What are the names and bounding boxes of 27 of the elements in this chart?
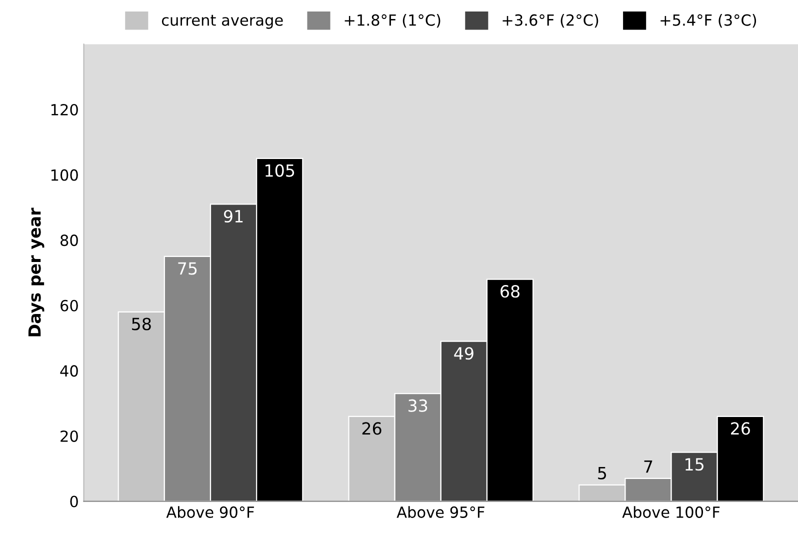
data-label: 49 [454, 347, 474, 360]
data-label: 15 [686, 458, 704, 471]
y-tick-label: 120 [51, 104, 78, 116]
legend-label: +3.6°F (2°C) [502, 14, 598, 28]
data-label: 33 [408, 399, 428, 412]
x-tick-label: Above 95°F [396, 506, 484, 518]
data-label: 5 [598, 467, 606, 480]
data-label: 91 [224, 210, 243, 223]
data-label: 105 [266, 164, 294, 177]
data-label: 75 [178, 262, 197, 275]
legend-label: +5.4°F (3°C) [660, 14, 756, 28]
x-tick-label: Above 100°F [622, 506, 720, 518]
data-label: 26 [731, 422, 750, 435]
y-tick-label: 20 [60, 430, 78, 442]
legend-label: current average [162, 14, 283, 29]
x-tick-label: Above 90°F [166, 506, 254, 518]
data-label: 58 [132, 318, 151, 330]
data-label: 7 [644, 460, 652, 473]
y-tick-label: 80 [60, 234, 78, 246]
y-tick-label: 0 [70, 496, 78, 508]
data-label: 26 [362, 422, 382, 435]
y-axis-title: Days per year [28, 208, 44, 336]
data-label: 68 [500, 285, 520, 298]
y-tick-label: 100 [51, 169, 78, 181]
legend-label: +1.8°F (1°C) [344, 14, 440, 28]
y-tick-label: 60 [60, 300, 78, 312]
y-tick-label: 40 [60, 365, 78, 377]
